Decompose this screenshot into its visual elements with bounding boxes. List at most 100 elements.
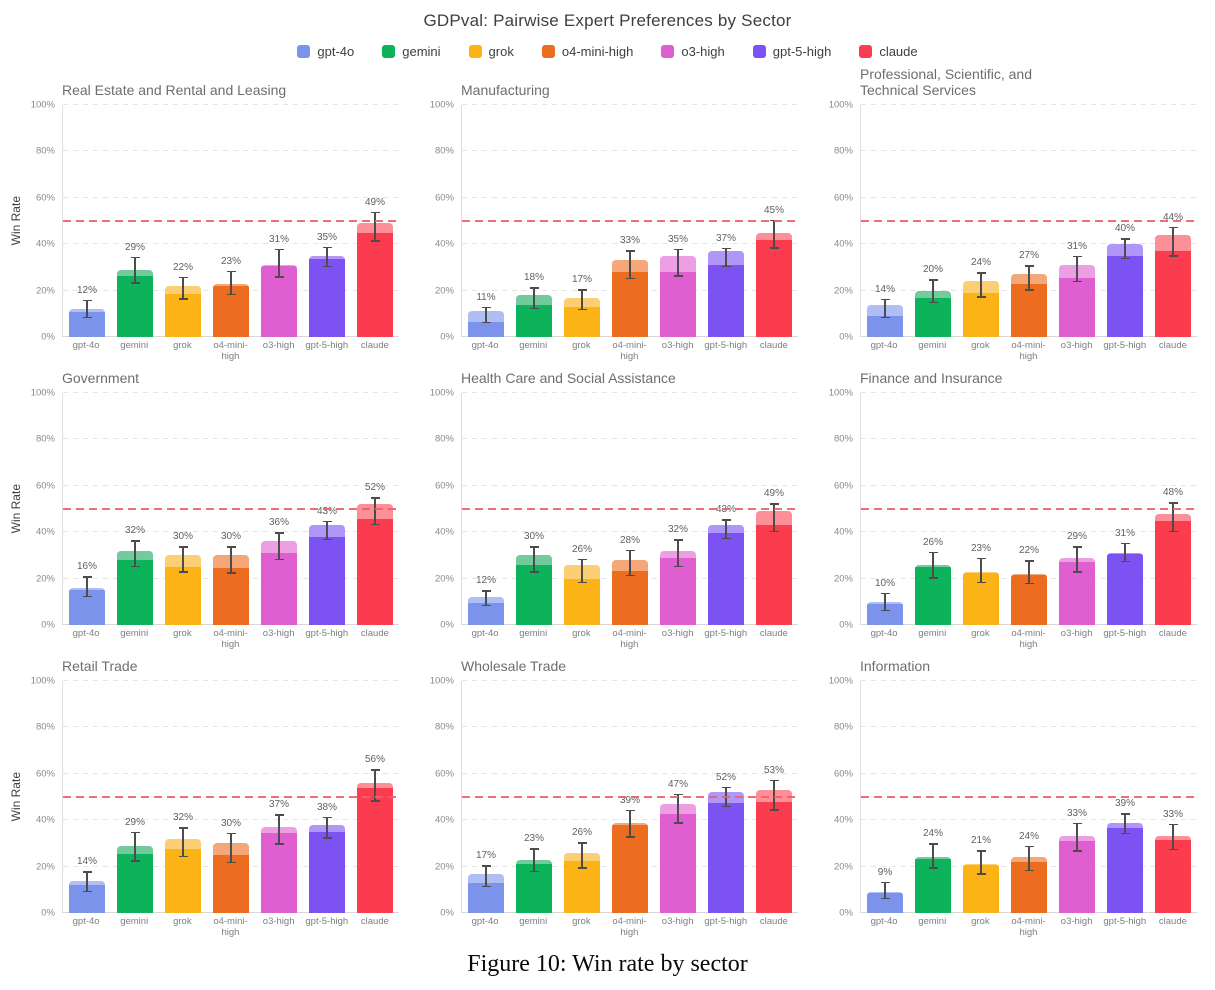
bar-solid-grok xyxy=(164,567,202,625)
bar-slot-grok: 24% xyxy=(957,105,1005,337)
bar-solid-grok xyxy=(164,849,202,913)
bar-slot-grok: 32% xyxy=(159,681,207,913)
error-cap-top xyxy=(673,248,683,251)
error-bar-gemini xyxy=(529,287,539,310)
y-tick-label-20: 20% xyxy=(35,285,55,297)
bar-slot-o3-high: 36% xyxy=(255,393,303,625)
legend-swatch-o3-high xyxy=(661,45,675,58)
x-tick-label-o4-mini-high: o4-mini-high xyxy=(1011,340,1046,362)
error-bar-grok xyxy=(178,546,188,573)
bar-gpt-5-high xyxy=(1106,822,1144,913)
value-label-gemini: 29% xyxy=(124,816,145,828)
value-label-gemini: 32% xyxy=(124,525,145,537)
gridline-40 xyxy=(63,819,399,821)
reference-line-50pct xyxy=(861,219,1197,222)
y-tick-label-100: 100% xyxy=(828,99,853,111)
bar-slot-o4-mini-high: 22% xyxy=(1005,393,1053,625)
bar-solid-o3-high xyxy=(1058,841,1096,913)
gridline-40 xyxy=(63,531,399,533)
error-bar-gpt-4o xyxy=(82,871,92,893)
error-cap-top xyxy=(1072,255,1082,258)
reference-line-50pct xyxy=(462,219,798,222)
y-axis-ticks: 0% 20% 40% 60% 80% 100% xyxy=(423,676,461,919)
y-tick-label-80: 80% xyxy=(35,433,55,445)
x-tick-label-o4-mini-high: o4-mini-high xyxy=(612,340,647,362)
y-tick-label-60: 60% xyxy=(833,480,853,492)
bar-solid-o4-mini-high xyxy=(611,272,649,337)
error-cap-top xyxy=(226,270,236,273)
error-cap-top xyxy=(577,558,587,561)
error-cap-top xyxy=(274,248,284,251)
legend-swatch-gemini xyxy=(382,45,396,58)
x-tick-label-grok: grok xyxy=(572,628,591,639)
y-tick-label-80: 80% xyxy=(833,145,853,157)
bar-solid-claude xyxy=(1154,839,1192,913)
subplot-title-retail-trade: Retail Trade xyxy=(62,658,138,675)
x-tick-label-gpt-5-high: gpt-5-high xyxy=(305,628,349,639)
x-tick-label-gpt-5-high: gpt-5-high xyxy=(1103,628,1147,639)
error-cap-top xyxy=(721,519,731,521)
legend-item-gemini: gemini xyxy=(382,44,441,59)
bar-slot-o3-high: 31% xyxy=(255,105,303,337)
error-cap-top xyxy=(880,881,890,884)
x-tick-label-o3-high: o3-high xyxy=(1060,340,1093,351)
bar-solid-gpt-5-high xyxy=(308,259,346,337)
error-bar-o4-mini-high xyxy=(1024,265,1034,291)
value-label-gpt-5-high: 37% xyxy=(715,232,736,244)
y-axis-label: Win Rate xyxy=(9,772,23,822)
subplot-title-professional-scientific-and-technical-services: Professional, Scientific, and Technical … xyxy=(860,65,1032,99)
error-cap-bottom xyxy=(769,530,779,533)
x-tick-label-gpt-4o: gpt-4o xyxy=(72,628,100,639)
bar-solid-claude xyxy=(755,525,793,625)
bar-solid-gemini xyxy=(914,297,952,337)
value-label-grok: 26% xyxy=(571,827,592,839)
plot-area-finance-and-insurance: 10% 26% 23% 22% 29% 31% 48% xyxy=(860,392,1197,625)
x-tick-label-gpt-4o: gpt-4o xyxy=(471,340,499,351)
error-bar-gpt-4o xyxy=(880,592,890,612)
y-axis-ticks: 0% 20% 40% 60% 80% 100% xyxy=(822,100,860,343)
error-cap-top xyxy=(130,831,140,834)
y-tick-label-80: 80% xyxy=(434,145,454,157)
bar-solid-o3-high xyxy=(260,832,298,913)
y-tick-label-0: 0% xyxy=(41,907,55,919)
value-label-o4-mini-high: 28% xyxy=(619,534,640,546)
bar-gpt-5-high xyxy=(308,824,346,913)
y-tick-label-40: 40% xyxy=(434,238,454,250)
error-bar-gemini xyxy=(529,848,539,873)
error-cap-bottom xyxy=(82,890,92,893)
legend-label-gpt-5-high: gpt-5-high xyxy=(772,44,832,59)
legend-swatch-claude xyxy=(859,45,873,58)
bar-solid-claude xyxy=(755,239,793,337)
error-bar-o4-mini-high xyxy=(1024,560,1034,585)
bar-gpt-5-high xyxy=(707,251,745,337)
bar-o3-high xyxy=(1058,265,1096,337)
value-label-o3-high: 47% xyxy=(667,778,688,790)
legend-label-grok: grok xyxy=(488,44,514,59)
y-axis-ticks: 0% 20% 40% 60% 80% 100% xyxy=(24,100,62,343)
error-bar-claude xyxy=(370,497,380,526)
error-cap-top xyxy=(370,497,380,499)
error-bar-gpt-4o xyxy=(481,590,491,607)
error-bar-claude xyxy=(1168,226,1178,258)
bar-slot-o3-high: 29% xyxy=(1053,393,1101,625)
bar-slot-o4-mini-high: 24% xyxy=(1005,681,1053,913)
x-tick-label-o3-high: o3-high xyxy=(262,628,295,639)
error-cap-top xyxy=(721,786,731,789)
error-bar-grok xyxy=(577,842,587,869)
error-bar-gemini xyxy=(928,279,938,304)
bar-claude xyxy=(1154,836,1192,913)
subplot-government: Government Win Rate 0% 20% 40% 60% 80% 100% 16% 3… xyxy=(8,353,407,650)
error-cap-bottom xyxy=(976,296,986,298)
error-cap-top xyxy=(529,848,539,850)
error-bar-gpt-5-high xyxy=(322,246,332,268)
error-cap-bottom xyxy=(673,565,683,567)
bar-solid-o4-mini-high xyxy=(1010,283,1048,337)
error-cap-top xyxy=(976,272,986,274)
x-tick-label-claude: claude xyxy=(360,340,389,351)
bar-o3-high xyxy=(260,827,298,913)
bar-solid-o3-high xyxy=(260,266,298,337)
y-tick-label-80: 80% xyxy=(833,721,853,733)
bar-gpt-5-high xyxy=(1106,553,1144,625)
value-label-claude: 44% xyxy=(1162,211,1183,223)
error-cap-top xyxy=(880,592,890,595)
